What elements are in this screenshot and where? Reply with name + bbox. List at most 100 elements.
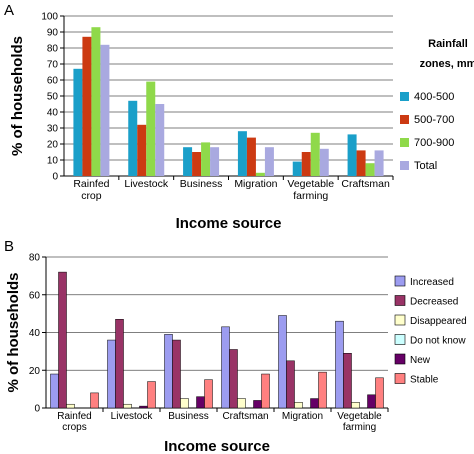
legend-swatch bbox=[394, 275, 406, 287]
bar bbox=[292, 161, 302, 176]
bar bbox=[146, 81, 156, 176]
y-tick-label: 90 bbox=[47, 28, 59, 39]
y-tick-label: 10 bbox=[47, 156, 59, 167]
bar bbox=[90, 392, 99, 409]
y-tick-label: 60 bbox=[47, 76, 59, 87]
y-tick-label: 50 bbox=[47, 92, 59, 103]
bar bbox=[91, 27, 101, 177]
bar bbox=[375, 377, 384, 409]
legend-label: Decreased bbox=[410, 297, 458, 308]
legend-swatch bbox=[394, 314, 406, 326]
legend-label: 400-500 bbox=[414, 91, 454, 103]
legend-title: Rainfall bbox=[428, 38, 468, 50]
x-tick-label: Craftsman bbox=[341, 178, 390, 190]
legend-label: Disappeared bbox=[410, 316, 467, 327]
x-tick-label: Migration bbox=[234, 178, 277, 190]
bar bbox=[204, 379, 213, 409]
y-tick-label: 40 bbox=[47, 108, 59, 119]
bar bbox=[192, 152, 202, 176]
bar bbox=[139, 405, 148, 409]
legend-label: Stable bbox=[410, 375, 439, 386]
bar bbox=[319, 148, 329, 176]
x-tick-label: Business bbox=[168, 411, 209, 422]
bar bbox=[335, 320, 344, 409]
bar bbox=[58, 271, 67, 409]
legend-swatch bbox=[400, 92, 409, 101]
bar bbox=[246, 137, 256, 176]
legend-label: Increased bbox=[410, 277, 454, 288]
bar bbox=[50, 373, 59, 409]
bar bbox=[278, 315, 287, 409]
legend-swatch bbox=[394, 373, 406, 384]
panel-label: A bbox=[4, 2, 14, 19]
x-tick-label: farming bbox=[343, 422, 376, 433]
legend-swatch bbox=[400, 161, 409, 170]
bar bbox=[100, 44, 110, 176]
y-tick-label: 20 bbox=[29, 366, 41, 377]
y-tick-label: 30 bbox=[47, 124, 59, 135]
y-tick-label: 80 bbox=[47, 44, 59, 55]
bar bbox=[115, 319, 124, 409]
legend-swatch bbox=[394, 295, 406, 306]
x-tick-label: Livestock bbox=[124, 178, 169, 190]
bar bbox=[318, 371, 327, 409]
x-tick-label: Vegetable bbox=[337, 411, 382, 422]
x-tick-label: Livestock bbox=[111, 411, 154, 422]
bar bbox=[255, 172, 265, 176]
bar bbox=[229, 349, 238, 409]
bar bbox=[137, 124, 147, 176]
bar bbox=[253, 400, 262, 409]
bar bbox=[237, 398, 246, 409]
bar bbox=[128, 100, 138, 176]
y-tick-label: 70 bbox=[47, 60, 59, 71]
y-tick-label: 20 bbox=[47, 140, 59, 151]
bar bbox=[210, 147, 220, 176]
legend-swatch bbox=[400, 115, 409, 124]
bar bbox=[264, 147, 274, 176]
bar bbox=[301, 152, 311, 176]
bar bbox=[73, 68, 83, 176]
legend-swatch bbox=[400, 138, 409, 147]
bar bbox=[66, 403, 75, 409]
bar bbox=[294, 402, 303, 409]
y-tick-label: 0 bbox=[34, 404, 40, 415]
x-tick-label: Migration bbox=[282, 411, 323, 422]
legend-label: 500-700 bbox=[414, 114, 454, 126]
y-tick-label: 60 bbox=[29, 290, 41, 301]
bar bbox=[123, 403, 132, 409]
x-tick-label: farming bbox=[293, 190, 328, 202]
x-tick-label: Craftsman bbox=[222, 411, 268, 422]
bar bbox=[107, 339, 116, 409]
bar bbox=[183, 147, 193, 176]
bar bbox=[172, 339, 181, 409]
y-axis-label: % of households bbox=[5, 273, 22, 393]
bar bbox=[180, 398, 189, 409]
x-tick-label: Vegetable bbox=[287, 178, 334, 190]
legend-label: Total bbox=[414, 160, 437, 172]
bar bbox=[155, 104, 165, 176]
panel-label: B bbox=[4, 238, 14, 255]
bar bbox=[261, 373, 270, 409]
legend-title: zones, mm bbox=[420, 58, 474, 70]
x-tick-label: Rainfed bbox=[57, 411, 91, 422]
bar bbox=[196, 396, 205, 409]
y-axis-label: % of households bbox=[9, 36, 26, 156]
legend-label: New bbox=[410, 355, 431, 366]
bar bbox=[201, 142, 211, 176]
x-tick-label: crop bbox=[81, 190, 102, 202]
bar bbox=[221, 326, 230, 409]
bar bbox=[343, 353, 352, 409]
bar bbox=[310, 398, 319, 409]
x-tick-label: crops bbox=[62, 422, 86, 433]
legend-label: 700-900 bbox=[414, 137, 454, 149]
bar bbox=[147, 381, 156, 409]
bar bbox=[365, 163, 375, 176]
bar bbox=[367, 394, 376, 409]
x-axis-label: Income source bbox=[164, 438, 270, 454]
bar bbox=[82, 36, 92, 176]
y-tick-label: 0 bbox=[52, 172, 58, 183]
bar bbox=[356, 150, 366, 176]
